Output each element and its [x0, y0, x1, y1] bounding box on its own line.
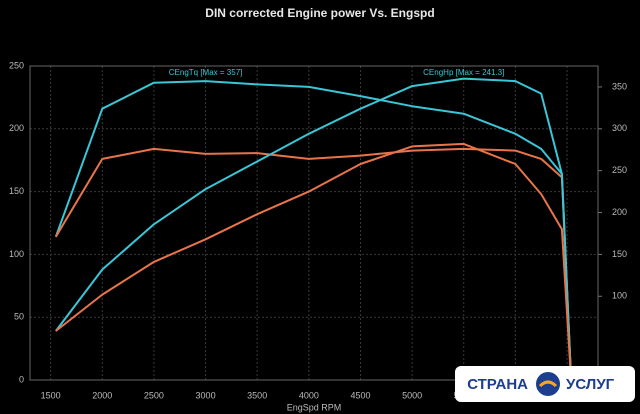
y2-tick-label: 300: [612, 123, 627, 133]
y-tick-label: 250: [9, 60, 24, 70]
x-tick-label: 4500: [350, 390, 370, 400]
series-line: [54, 80, 573, 381]
y-tick-label: 50: [14, 312, 24, 322]
plot-frame: [29, 65, 599, 381]
x-tick-label: 4000: [299, 390, 319, 400]
x-tick-label: 3500: [247, 390, 267, 400]
y-tick-label: 200: [9, 123, 24, 133]
x-tick-label: 3000: [196, 390, 216, 400]
y2-tick-label: 350: [612, 81, 627, 91]
series-line: [54, 147, 573, 381]
logo-left: СТРАНА: [467, 376, 528, 393]
logo-right: УСЛУГ: [566, 376, 615, 393]
series-line: [55, 77, 573, 381]
x-tick-label: 5000: [402, 390, 422, 400]
x-tick-label: 2500: [144, 390, 164, 400]
x-tick-label: 1500: [41, 390, 61, 400]
series-label: CEngTq [Max = 357]: [169, 68, 243, 77]
y-tick-label: 100: [9, 249, 24, 259]
y-tick-label: 0: [19, 374, 24, 384]
x-tick-label: 2000: [92, 390, 112, 400]
y2-tick-label: 100: [612, 291, 627, 301]
plot: [54, 77, 573, 381]
logo-icon: [536, 372, 560, 396]
chart-title: DIN corrected Engine power Vs. Engspd: [205, 6, 434, 20]
x-axis-label: EngSpd RPM: [287, 402, 342, 412]
logo-icon-hands: [538, 380, 558, 388]
logo: СТРАНА УСЛУГ: [455, 366, 635, 402]
y2-tick-label: 200: [612, 207, 627, 217]
y-tick-label: 150: [9, 186, 24, 196]
series-line: [55, 142, 573, 381]
series-label: CEngHp [Max = 241.3]: [423, 68, 504, 77]
grid: [30, 65, 602, 381]
y2-tick-label: 150: [612, 249, 627, 259]
y2-tick-label: 250: [612, 165, 627, 175]
